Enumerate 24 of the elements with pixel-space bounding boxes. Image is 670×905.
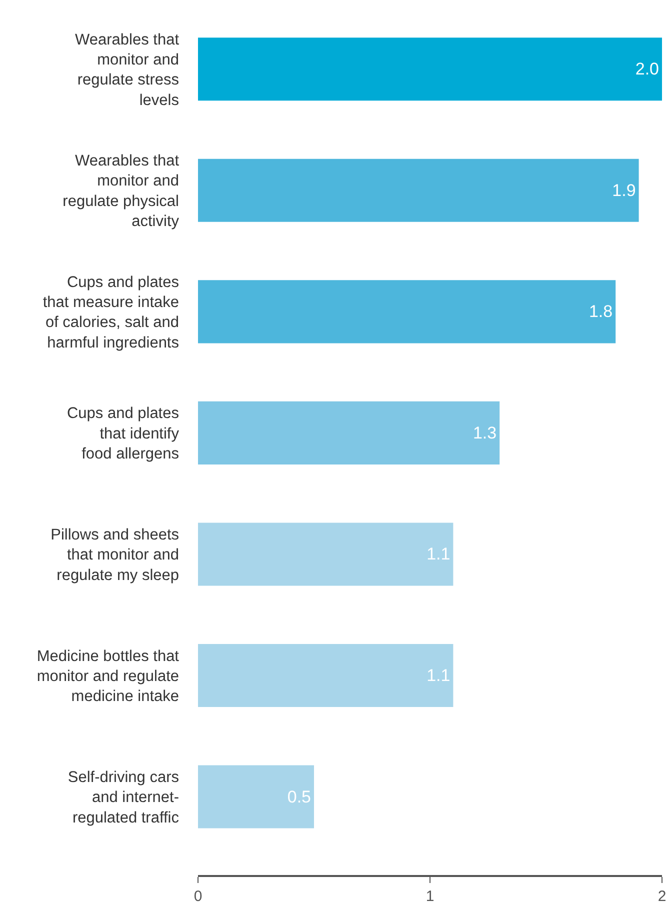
data-label: 1.9 <box>612 180 636 200</box>
y-tick-label: Medicine bottles that monitor and regulate medicine intake <box>36 648 180 706</box>
bar <box>198 644 454 708</box>
x-tick-label: 1 <box>426 888 434 905</box>
bar <box>198 401 500 464</box>
bar <box>198 38 662 101</box>
bar <box>198 765 314 828</box>
y-tick-label: Wearables that monitor and regulate stress levels <box>75 31 180 109</box>
bar <box>198 280 616 344</box>
y-tick-label: Cups and plates that identify food allergens <box>66 405 180 463</box>
data-label: 1.1 <box>426 544 450 564</box>
x-tick-label: 0 <box>194 888 202 905</box>
data-label: 1.3 <box>472 423 497 442</box>
x-tick-label: 2 <box>658 888 666 905</box>
y-tick-label: Cups and plates that measure intake of calories, salt and harmful ingredients <box>42 274 180 352</box>
bar <box>198 522 454 586</box>
data-label: 0.5 <box>287 787 311 806</box>
bar <box>198 158 639 222</box>
data-label: 2.0 <box>635 60 659 79</box>
y-tick-label: Pillows and sheets that monitor and regulate my sleep <box>50 526 180 584</box>
data-label: 1.8 <box>588 302 613 322</box>
data-label: 1.1 <box>426 666 450 685</box>
y-tick-label: Wearables that monitor and regulate physical activity <box>62 152 180 230</box>
y-tick-label: Self-driving cars and internet- regulated traffic <box>68 769 180 826</box>
